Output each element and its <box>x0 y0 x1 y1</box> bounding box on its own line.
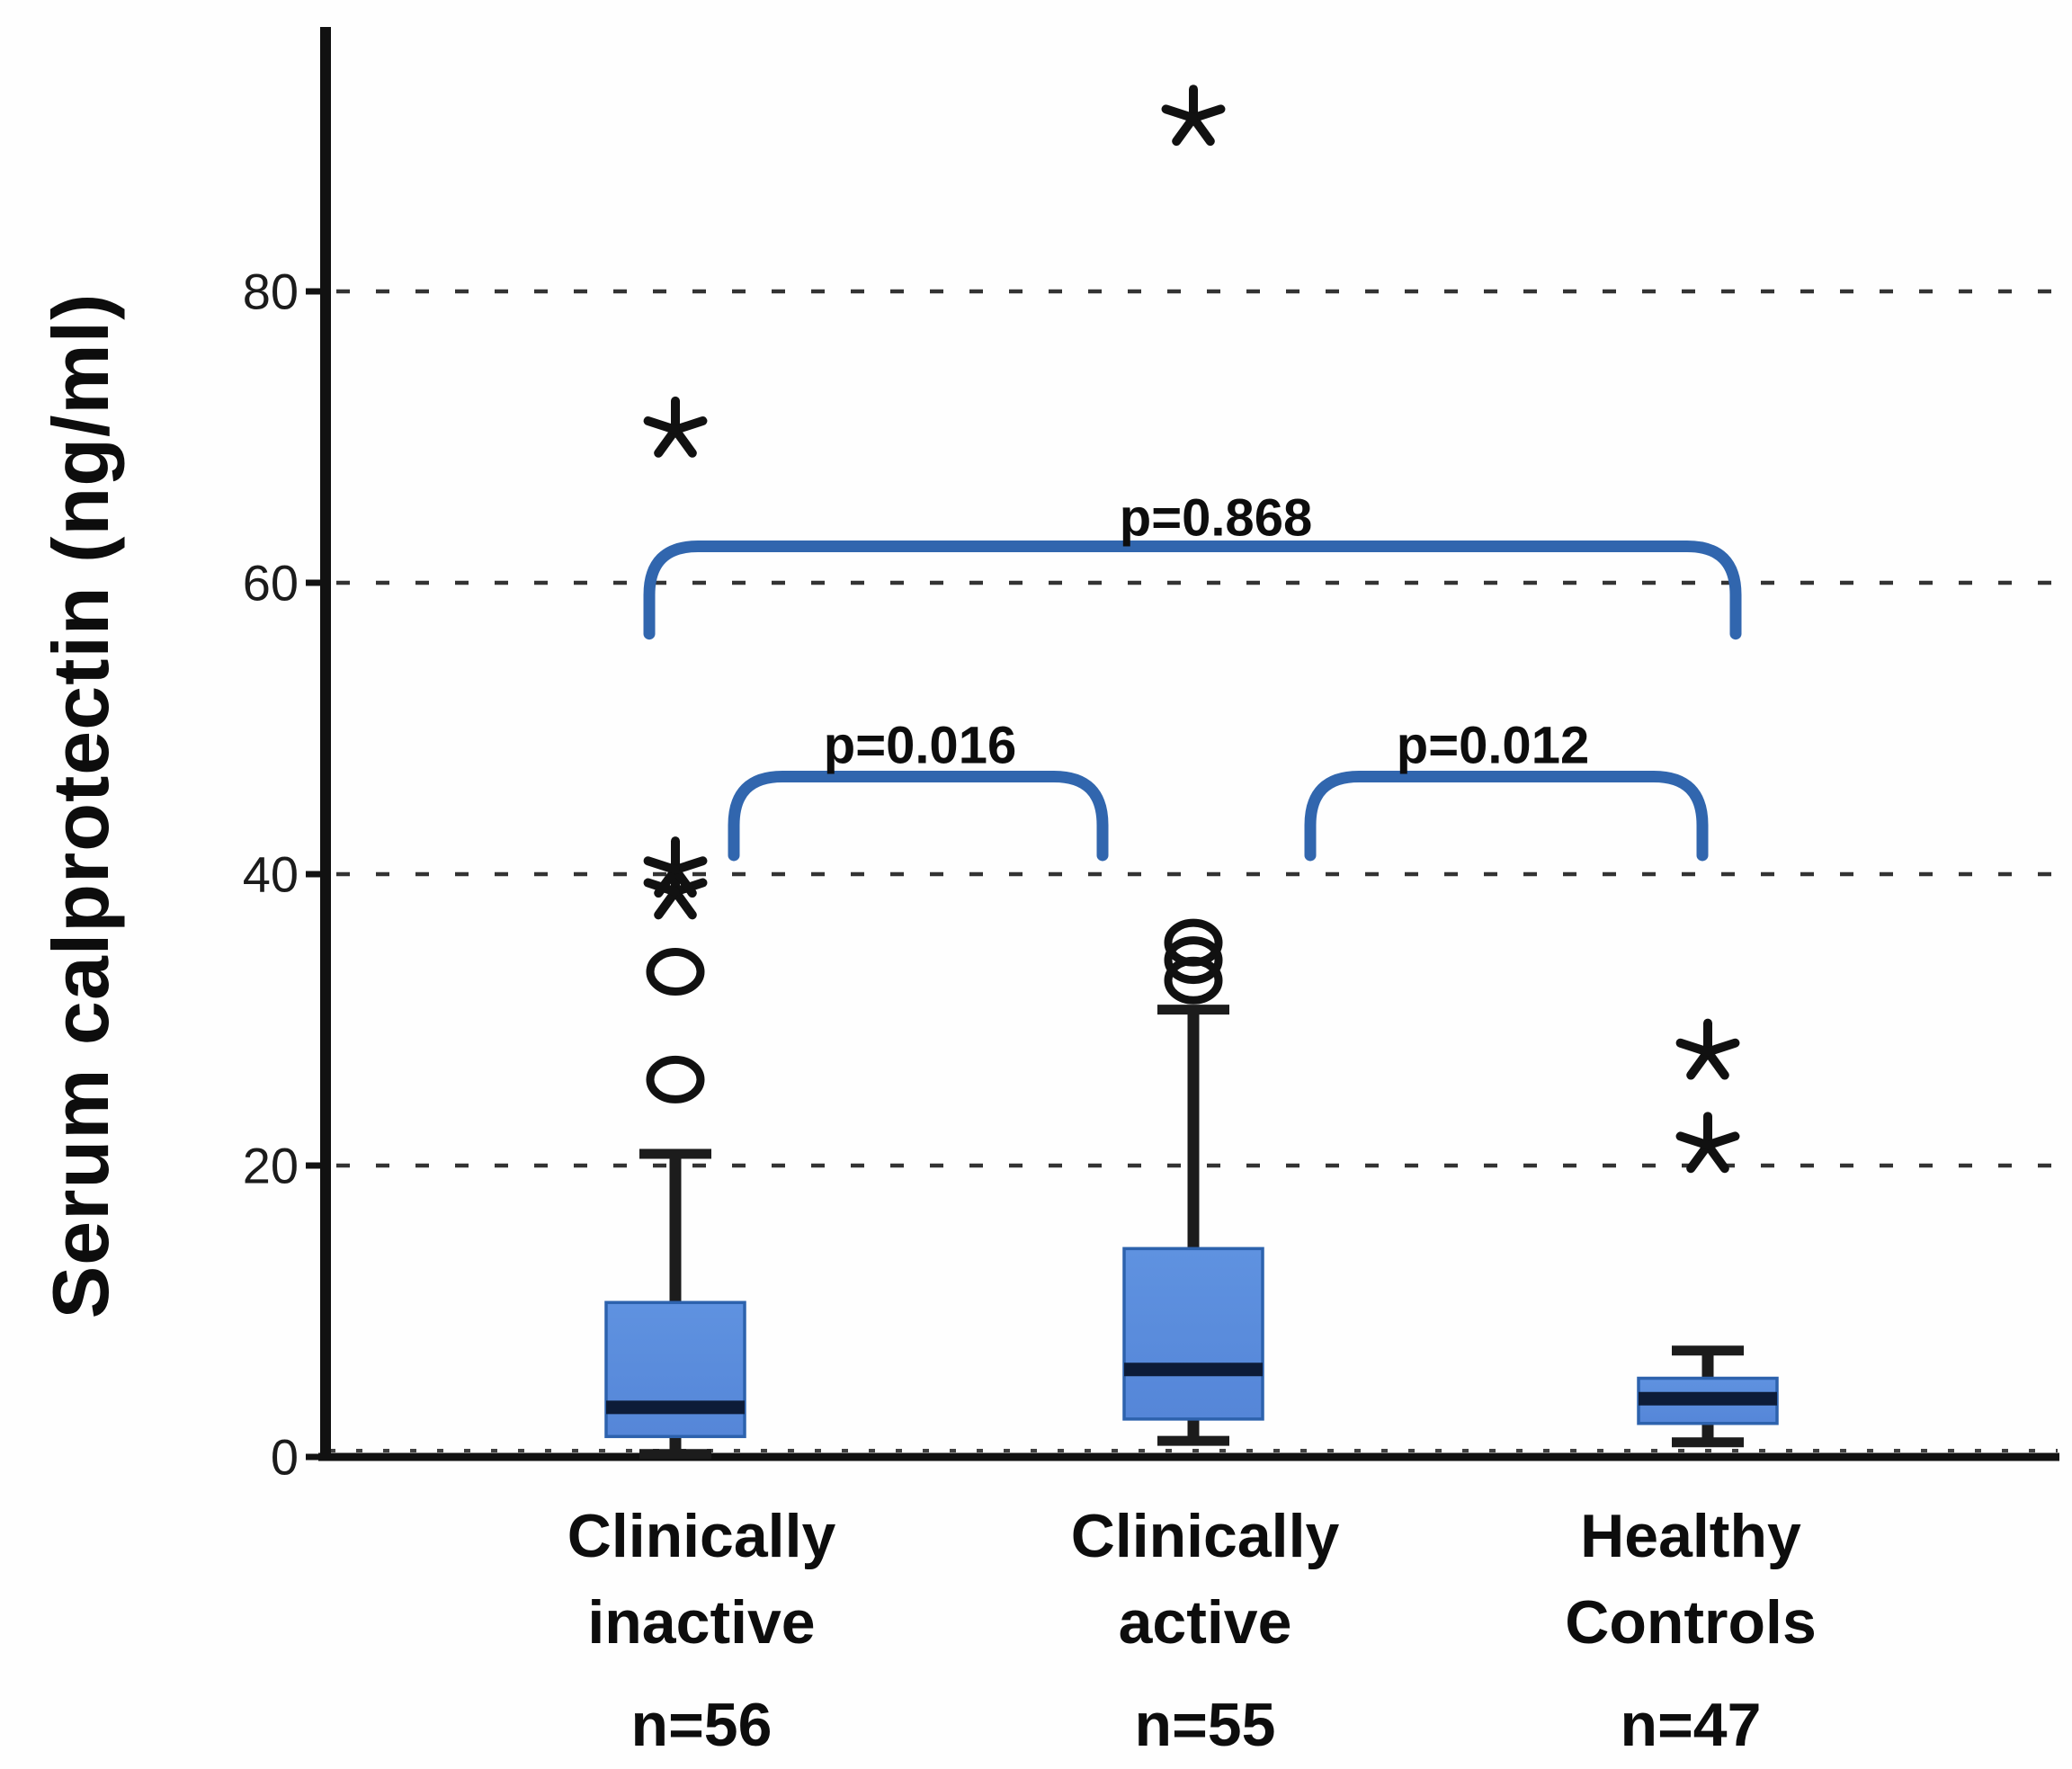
y-tick-label-20: 20 <box>243 1138 299 1194</box>
x-group-label-1-line-0: Clinically <box>1070 1502 1340 1570</box>
x-group-label-2-line-1: Controls <box>1565 1588 1817 1657</box>
x-group-label-2-line-0: Healthy <box>1580 1502 1801 1570</box>
x-group-n-label-1: n=55 <box>1134 1691 1276 1759</box>
sig-bracket-0 <box>643 541 1742 640</box>
x-group-label-0: Clinically inactive n=56 <box>414 1493 989 1768</box>
y-tick-label-60: 60 <box>243 555 299 612</box>
y-tick-label-0: 0 <box>271 1429 299 1486</box>
y-tick-label-80: 80 <box>243 264 299 320</box>
outlier-circle-0-0 <box>646 1055 705 1103</box>
outlier-circle-0-1 <box>646 948 705 996</box>
x-group-n-label-2: n=47 <box>1620 1691 1762 1759</box>
sig-bracket-2 <box>1304 770 1709 862</box>
outlier-star-2-0 <box>1675 1112 1740 1174</box>
p-value-label-2: p=0.012 <box>1397 717 1589 775</box>
outlier-star-1-0 <box>1161 85 1226 147</box>
y-tick-label-40: 40 <box>243 846 299 903</box>
x-group-label-2: Healthy Controls n=47 <box>1403 1493 1978 1768</box>
x-group-n-label-0: n=56 <box>630 1691 773 1759</box>
outlier-star-0-2 <box>643 396 708 458</box>
p-value-label-1: p=0.016 <box>824 717 1016 775</box>
outlier-circle-1-2 <box>1164 918 1223 967</box>
outlier-star-0-1 <box>643 836 708 898</box>
x-group-label-0-line-0: Clinically <box>567 1502 836 1570</box>
outlier-star-2-1 <box>1675 1018 1740 1080</box>
outlier-circle-1-1 <box>1164 936 1223 985</box>
p-value-label-0: p=0.868 <box>1120 489 1312 548</box>
x-group-label-1-line-1: active <box>1118 1588 1292 1657</box>
x-group-label-1: Clinically active n=55 <box>917 1493 1493 1768</box>
sig-bracket-1 <box>728 770 1109 862</box>
box-1 <box>1122 1246 1264 1421</box>
box-0 <box>604 1300 746 1439</box>
x-group-label-0-line-1: inactive <box>587 1588 816 1657</box>
